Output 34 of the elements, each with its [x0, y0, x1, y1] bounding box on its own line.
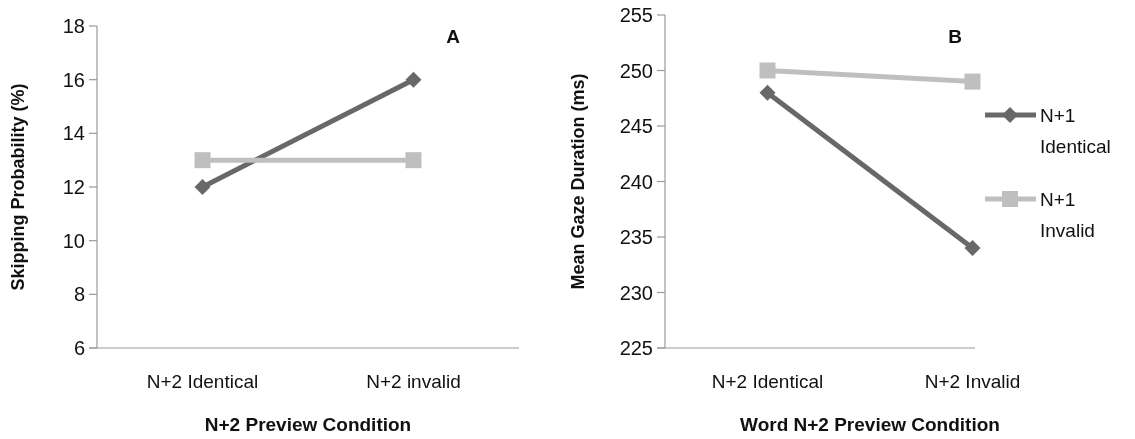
y-tick-label: 12	[62, 176, 85, 198]
point	[759, 84, 776, 101]
y-tick-label: 10	[62, 229, 85, 252]
y-tick-label: 14	[62, 122, 85, 145]
x-tick-label: N+2 Identical	[711, 371, 824, 392]
x-axis-title: Word N+2 Preview Condition	[740, 414, 1000, 435]
y-tick-label: 16	[62, 68, 85, 91]
x-tick-label: N+2 Identical	[146, 371, 259, 392]
y-tick-label: 18	[62, 15, 85, 37]
point	[194, 152, 211, 169]
point	[405, 152, 422, 169]
x-axis-title: N+2 Preview Condition	[204, 414, 412, 435]
legend-label: N+1 Invalid	[1040, 188, 1095, 241]
y-tick-label: 245	[619, 115, 653, 137]
x-tick-label: N+2 invalid	[366, 371, 461, 392]
y-tick-label: 230	[619, 281, 653, 304]
chart-title: A	[446, 26, 461, 47]
point	[194, 179, 211, 195]
y-axis-title: Skipping Probability (%)	[8, 83, 28, 291]
point	[759, 62, 776, 79]
y-tick-label: 6	[73, 337, 85, 359]
y-tick-label: 255	[619, 4, 653, 26]
x-tick-label: N+2 Invalid	[924, 371, 1021, 392]
point	[964, 240, 981, 257]
y-tick-label: 250	[619, 59, 653, 82]
legend-label: N+1 Identical	[1040, 104, 1111, 157]
point	[964, 73, 981, 90]
y-tick-label: 225	[619, 337, 653, 359]
y-tick-label: 8	[73, 283, 85, 306]
y-tick-label: 240	[619, 170, 653, 193]
y-tick-label: 235	[619, 226, 653, 248]
text: B	[948, 26, 962, 47]
point	[405, 71, 422, 88]
y-axis-title: Mean Gaze Duration (ms)	[568, 73, 588, 290]
